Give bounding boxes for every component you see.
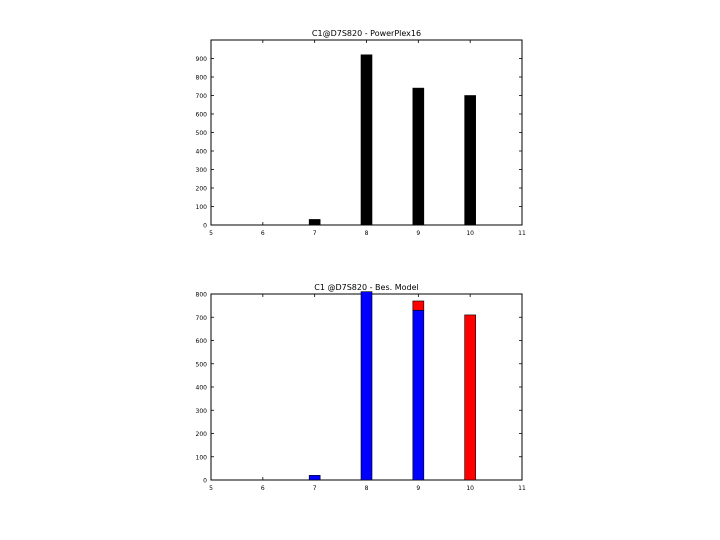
x-tick-label: 7 [313,230,317,237]
bar-9-series-1 [412,300,425,311]
y-tick-label: 700 [196,93,208,100]
y-tick-label: 500 [196,130,208,137]
y-tick-label: 900 [196,56,208,63]
x-tick-label: 9 [416,485,420,492]
y-tick-label: 0 [203,478,207,485]
y-tick-label: 300 [196,408,208,415]
y-tick-label: 0 [203,223,207,230]
y-tick-label: 100 [196,454,208,461]
y-tick-label: 500 [196,361,208,368]
x-tick-label: 9 [416,230,420,237]
y-tick-label: 100 [196,204,208,211]
chart-title: C1@D7S820 - PowerPlex16 [312,29,421,38]
bar-8 [360,54,373,226]
bar-8-series-0 [360,291,373,481]
x-tick-label: 6 [261,230,265,237]
y-tick-label: 200 [196,431,208,438]
chart-powerplex16: C1@D7S820 - PowerPlex16 0 100 200 300 400 500 6… [196,29,526,237]
y-tick-label: 400 [196,385,208,392]
y-tick-label: 600 [196,112,208,119]
bar-7 [308,219,321,226]
y-tick-label: 300 [196,167,208,174]
bar-10 [464,95,476,226]
y-tick-label: 600 [196,338,208,345]
x-tick-label: 10 [466,485,474,492]
bar-9 [412,87,425,226]
x-tick-label: 7 [313,485,317,492]
y-tick-label: 200 [196,186,208,193]
x-tick-label: 5 [209,230,213,237]
x-tick-label: 10 [466,230,474,237]
chart-bes-model: C1 @D7S820 - Bes. Model 0 100 200 300 400 500 6… [196,283,526,492]
y-tick-label: 400 [196,149,208,156]
x-tick-label: 11 [518,485,526,492]
x-tick-label: 11 [518,230,526,237]
y-tick-label: 700 [196,315,208,322]
x-tick-label: 8 [365,230,369,237]
chart-title: C1 @D7S820 - Bes. Model [314,283,418,292]
y-tick-label: 800 [196,292,208,299]
y-tick-label: 800 [196,75,208,82]
bar-7-series-0 [308,475,321,481]
x-tick-label: 6 [261,485,265,492]
x-tick-label: 5 [209,485,213,492]
x-tick-label: 8 [365,485,369,492]
bar-10-series-1 [464,314,476,481]
bar-9-series-0 [412,309,425,481]
